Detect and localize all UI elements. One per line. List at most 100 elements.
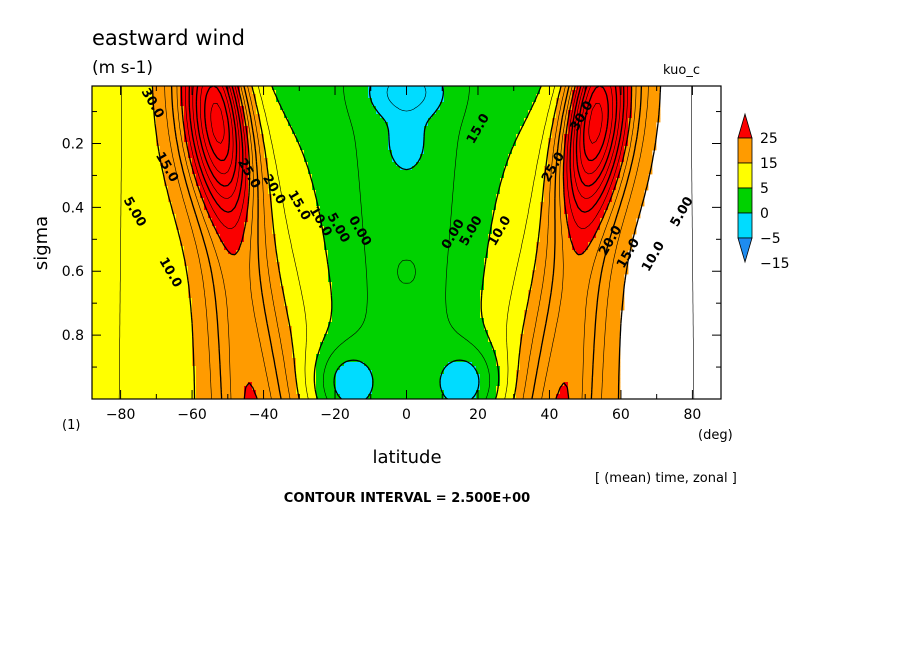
field-cell xyxy=(164,170,193,175)
field-cell xyxy=(272,86,369,91)
field-cell xyxy=(180,102,241,107)
field-cell xyxy=(92,226,177,231)
field-cell xyxy=(316,378,337,383)
field-cell xyxy=(180,242,225,247)
field-cell xyxy=(320,206,497,211)
field-cell xyxy=(588,242,633,247)
field-cell xyxy=(240,90,253,95)
field-cell xyxy=(340,366,369,371)
field-cell xyxy=(92,170,165,175)
field-cell xyxy=(528,290,625,295)
field-cell xyxy=(524,314,621,319)
field-cell xyxy=(200,190,249,195)
colorbar: 25 15 5 0 −5 −15 xyxy=(737,112,790,272)
field-cell xyxy=(192,318,289,323)
field-cell xyxy=(240,98,257,103)
field-cell xyxy=(444,94,537,99)
field-cell xyxy=(340,394,369,399)
field-cell xyxy=(164,182,197,187)
field-cell xyxy=(560,390,569,395)
field-cell xyxy=(312,174,505,179)
field-cell xyxy=(532,282,625,287)
field-cell xyxy=(628,118,661,123)
field-cell xyxy=(444,370,477,375)
field-cell xyxy=(520,334,621,339)
field-cell xyxy=(572,94,633,99)
field-cell xyxy=(556,110,569,115)
field-cell xyxy=(272,210,321,215)
field-cell xyxy=(336,370,373,375)
field-cell xyxy=(92,350,193,355)
field-cell xyxy=(92,366,197,371)
field-cell xyxy=(92,374,197,379)
field-cell xyxy=(244,118,261,123)
field-cell xyxy=(520,342,621,347)
field-cell xyxy=(612,198,645,203)
field-cell xyxy=(620,166,653,171)
field-cell xyxy=(220,234,245,239)
field-cell xyxy=(424,130,521,135)
field-cell xyxy=(336,386,373,391)
field-cell xyxy=(328,326,485,331)
field-cell xyxy=(168,190,201,195)
field-cell xyxy=(192,350,293,355)
field-cell xyxy=(292,350,321,355)
field-cell xyxy=(320,210,493,215)
field-cell xyxy=(92,234,181,239)
field-cell xyxy=(312,182,501,187)
field-cell xyxy=(192,302,285,307)
field-cell xyxy=(512,150,549,155)
field-cell xyxy=(156,142,189,147)
field-cell xyxy=(288,306,333,311)
field-cell xyxy=(92,86,153,91)
field-cell xyxy=(516,138,549,143)
field-cell xyxy=(416,162,509,167)
field-cell xyxy=(392,154,421,159)
field-cell xyxy=(196,374,297,379)
field-cell xyxy=(524,122,553,127)
field-cell xyxy=(564,174,621,179)
field-cell xyxy=(192,342,293,347)
field-cell xyxy=(260,118,289,123)
field-cell xyxy=(184,114,245,119)
field-cell xyxy=(540,238,573,243)
field-cell xyxy=(268,186,313,191)
field-cell xyxy=(92,206,173,211)
field-cell xyxy=(172,210,209,215)
field-cell xyxy=(616,178,649,183)
field-cell xyxy=(192,338,293,343)
field-cell xyxy=(276,246,325,251)
field-cell xyxy=(372,370,445,375)
field-cell xyxy=(520,366,621,371)
field-cell xyxy=(568,110,633,115)
field-cell xyxy=(568,386,621,391)
field-cell xyxy=(604,210,641,215)
field-cell xyxy=(176,218,213,223)
field-cell xyxy=(500,190,545,195)
field-cell xyxy=(328,254,489,259)
field-cell xyxy=(180,230,217,235)
field-cell xyxy=(164,174,197,179)
field-cell xyxy=(484,274,533,279)
field-cell xyxy=(156,130,185,135)
field-cell xyxy=(92,210,173,215)
field-cell xyxy=(560,386,569,391)
field-cell xyxy=(532,286,625,291)
field-cell xyxy=(188,294,285,299)
field-cell xyxy=(372,386,441,391)
field-cell xyxy=(92,166,165,171)
field-cell xyxy=(92,370,197,375)
field-cell xyxy=(284,114,381,119)
field-cell xyxy=(92,202,173,207)
field-cell xyxy=(92,242,181,247)
field-cell xyxy=(92,326,193,331)
field-cell xyxy=(268,178,313,183)
field-cell xyxy=(256,106,281,111)
field-cell xyxy=(264,154,305,159)
field-cell xyxy=(480,374,501,379)
field-cell xyxy=(244,234,277,239)
field-cell xyxy=(188,282,281,287)
field-cell xyxy=(392,158,421,163)
field-cell xyxy=(324,238,489,243)
field-cell xyxy=(632,102,661,107)
